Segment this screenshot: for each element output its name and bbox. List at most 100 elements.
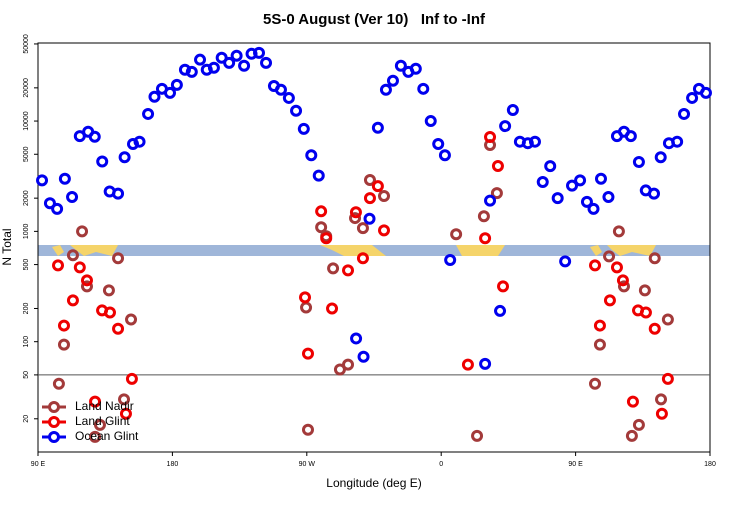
data-point [57,319,70,332]
data-point [603,294,616,307]
data-point [490,187,503,200]
data-point [356,222,369,235]
data-point [326,302,339,315]
data-point [655,407,668,420]
x-tick-label: 180 [167,461,179,468]
data-point [238,59,251,72]
data-point [133,135,146,148]
data-point [686,91,699,104]
data-point [477,210,490,223]
data-point [36,174,49,187]
data-point [290,104,303,117]
data-point [371,121,384,134]
data-point [471,429,484,442]
data-point [223,56,236,69]
data-point [438,149,451,162]
data-point [76,225,89,238]
data-point [170,78,183,91]
data-point [678,107,691,120]
data-point [559,255,572,268]
data-point [450,228,463,241]
data-point [363,212,376,225]
data-point [491,160,504,173]
data-point [648,187,660,200]
data-point [164,86,177,99]
data-point [125,313,138,326]
data-point [112,187,125,200]
data-point [185,65,198,78]
data-point [57,338,70,351]
data-point [80,280,93,293]
data-point [253,46,266,59]
data-point [625,429,638,442]
data-point [671,135,684,148]
data-point [112,322,125,335]
data-point [207,61,220,74]
data-point [479,357,492,370]
data-point [616,274,629,287]
data-point [699,86,712,99]
data-point [66,249,79,262]
land-shape [320,245,386,256]
legend-label: Ocean Glint [75,429,139,443]
data-point [602,190,615,203]
y-tick-label: 500 [23,259,30,271]
data-point [499,120,512,133]
data-point [379,83,392,96]
data-point [103,306,116,319]
data-point [655,393,668,406]
data-point [574,174,587,187]
y-tick-label: 20000 [23,78,30,98]
data-point [88,130,101,143]
data-point [654,151,667,164]
data-point [305,149,318,162]
x-tick-label: 90 W [299,461,316,468]
data-point [603,250,616,263]
data-point [333,363,346,376]
land-shape [590,245,656,256]
data-point [484,130,497,143]
data-point [394,59,407,72]
plot-frame [37,42,711,453]
data-point [96,155,109,168]
data-point [301,347,314,360]
data-point [52,377,65,390]
data-point [544,160,557,173]
data-point [315,205,328,218]
data-point [297,122,310,135]
data-point [580,195,593,208]
data-point [594,172,607,185]
legend-label: Land Nadir [75,399,134,413]
data-point [638,284,651,297]
data-point [327,262,340,275]
data-point [89,395,102,408]
data-point [66,294,79,307]
data-point [73,261,86,274]
data-point [610,261,623,274]
data-point [432,137,445,150]
data-point [617,280,630,293]
data-point [148,90,161,103]
data-point [93,418,106,431]
data-point [357,350,370,363]
land-shape [456,245,505,256]
data-point [371,180,384,193]
y-tick-label: 50000 [23,34,30,54]
y-tick-label: 200 [23,303,30,315]
data-point [350,332,363,345]
data-point [194,53,207,66]
data-point [536,176,549,189]
x-tick-label: 180 [704,461,716,468]
y-tick-label: 50 [23,371,30,379]
data-point [587,202,600,215]
x-tick-label: 90 E [31,461,46,468]
data-point [299,291,312,304]
data-point [409,62,422,75]
data-point [506,103,519,116]
data-point [632,418,645,431]
land-shape [52,245,118,256]
data-point [301,423,314,436]
data-point [424,115,437,128]
